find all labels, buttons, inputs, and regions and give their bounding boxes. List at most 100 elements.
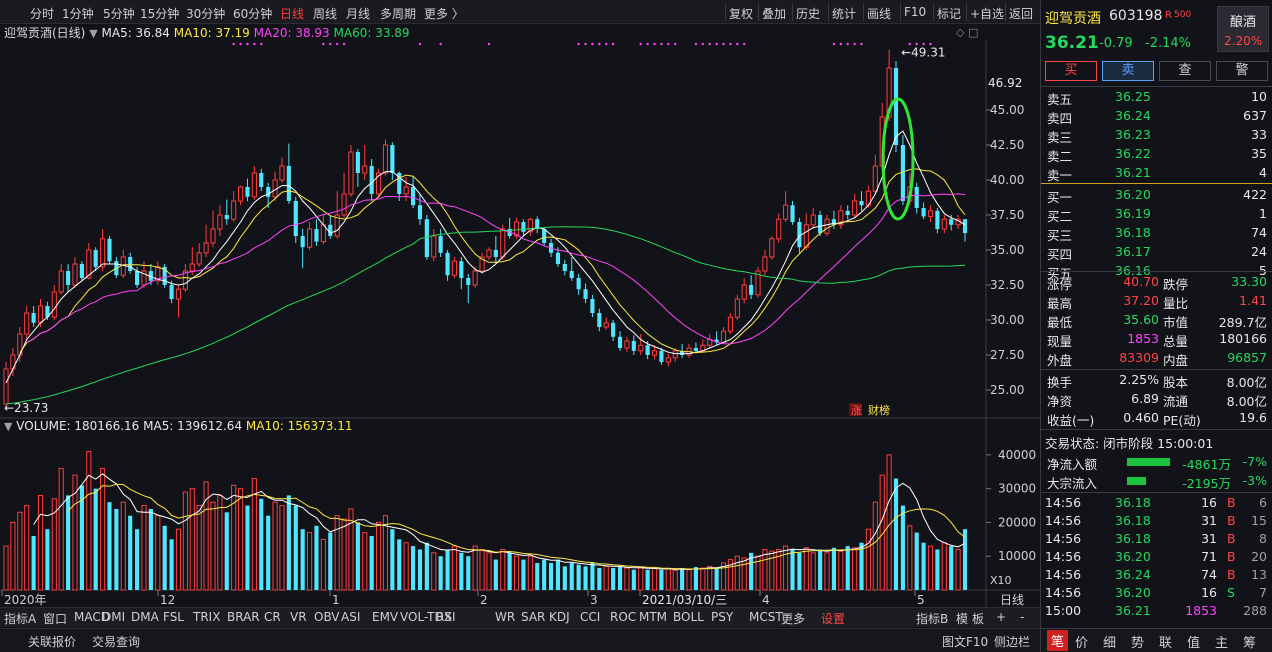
indicator-item-24[interactable]: 设置: [821, 612, 846, 626]
volume-bar-up: [217, 494, 223, 591]
chart-options-icon[interactable]: ◇ □: [956, 26, 979, 39]
indicator-right-0[interactable]: 指标B: [916, 612, 949, 626]
trade-query-button[interactable]: 交易查询: [92, 635, 141, 649]
event-marker: [708, 42, 711, 46]
candle-body-up: [624, 340, 630, 349]
indicator-right-3[interactable]: +: [996, 610, 1007, 624]
query-button[interactable]: 查: [1159, 61, 1211, 81]
candle-body-up: [155, 266, 161, 282]
indicator-item-6[interactable]: BRAR: [227, 610, 260, 624]
indicator-item-19[interactable]: MTM: [639, 610, 668, 624]
panel-tab-7[interactable]: 筹: [1243, 636, 1257, 651]
tick-volume: 31: [1201, 513, 1217, 528]
candle-body-up: [810, 214, 816, 226]
volume-bar-down: [962, 529, 968, 590]
period-tab-6[interactable]: 日线: [280, 7, 305, 21]
volume-ma5-label: MA5: 139612.64: [143, 419, 243, 433]
period-tab-9[interactable]: 多周期: [380, 7, 417, 21]
volume-bar-down: [314, 525, 319, 590]
volume-bar-up: [10, 521, 16, 591]
panel-tab-6[interactable]: 主: [1215, 636, 1229, 651]
indicator-tab-a[interactable]: 指标A: [4, 612, 37, 626]
period-tab-10[interactable]: 更多 〉: [424, 7, 464, 21]
indicator-item-13[interactable]: RSI: [436, 610, 456, 624]
candle-body-up: [86, 249, 92, 279]
indicator-item-12[interactable]: VOL-TDX: [400, 610, 452, 624]
toolbar-btn-0[interactable]: 复权: [729, 7, 754, 21]
event-marker: [239, 42, 242, 46]
volume-settings-icon[interactable]: ▼: [4, 420, 13, 433]
toolbar-btn-7[interactable]: +自选: [970, 7, 1005, 21]
indicator-item-0[interactable]: 窗口: [43, 612, 68, 626]
sidebar-button[interactable]: 侧边栏: [994, 635, 1031, 649]
panel-tab-5[interactable]: 值: [1187, 636, 1201, 651]
related-quotes-button[interactable]: 关联报价: [28, 635, 77, 649]
period-tab-4[interactable]: 30分钟: [186, 7, 226, 21]
panel-tab-2[interactable]: 细: [1103, 636, 1117, 651]
kline-chart[interactable]: 45.00 42.50 40.00 37.50 35.00 32.50 30.00 27.50…: [0, 24, 1040, 607]
settings-icon[interactable]: ▼: [89, 27, 98, 40]
candle-body-down: [693, 348, 698, 351]
event-marker: [722, 42, 725, 46]
period-tab-5[interactable]: 60分钟: [233, 7, 273, 21]
period-tab-2[interactable]: 5分钟: [103, 7, 135, 21]
stat-key: 量比: [1163, 296, 1189, 311]
panel-tab-1[interactable]: 价: [1075, 636, 1089, 651]
panel-tab-4[interactable]: 联: [1159, 636, 1173, 651]
indicator-item-16[interactable]: KDJ: [549, 610, 570, 624]
indicator-item-18[interactable]: ROC: [610, 610, 637, 624]
volume-bar-down: [31, 535, 36, 590]
stock-tag: R: [1165, 10, 1172, 21]
indicator-item-17[interactable]: CCI: [580, 610, 601, 624]
sector-box[interactable]: [1217, 6, 1269, 52]
toolbar-btn-8[interactable]: 返回: [1009, 7, 1034, 21]
fund-key: 收益(一): [1047, 413, 1095, 428]
indicator-right-2[interactable]: 板: [972, 612, 985, 626]
candle-body-up: [479, 256, 485, 272]
candle-body-up: [24, 312, 30, 335]
indicator-item-15[interactable]: SAR: [521, 610, 546, 624]
period-tab-3[interactable]: 15分钟: [140, 7, 180, 21]
volume-bar-down: [507, 552, 512, 590]
tick-price: 36.24: [1115, 567, 1151, 582]
indicator-item-10[interactable]: ASI: [341, 610, 361, 624]
alert-button[interactable]: 警: [1216, 61, 1268, 81]
period-tab-8[interactable]: 月线: [346, 7, 371, 21]
period-tab-0[interactable]: 分时: [30, 7, 55, 21]
indicator-item-7[interactable]: CR: [264, 610, 281, 624]
indicator-item-20[interactable]: BOLL: [673, 610, 704, 624]
indicator-right-1[interactable]: 模: [956, 612, 969, 626]
toolbar-btn-3[interactable]: 统计: [832, 7, 857, 21]
sell-button[interactable]: 卖: [1102, 61, 1154, 81]
indicator-item-2[interactable]: DMI: [102, 610, 126, 624]
panel-tab-3[interactable]: 势: [1131, 636, 1145, 651]
candle-body-up: [838, 210, 844, 226]
indicator-item-4[interactable]: FSL: [163, 610, 184, 624]
indicator-item-8[interactable]: VR: [290, 610, 307, 624]
indicator-item-23[interactable]: 更多: [781, 612, 806, 626]
f10-button[interactable]: 图文F10: [942, 635, 989, 649]
volume-bar-up: [403, 542, 409, 591]
indicator-item-1[interactable]: MACD: [74, 610, 110, 624]
indicator-item-3[interactable]: DMA: [131, 610, 159, 624]
toolbar-btn-5[interactable]: F10: [904, 5, 927, 19]
buy-button[interactable]: 买: [1045, 61, 1097, 81]
indicator-item-21[interactable]: PSY: [711, 610, 734, 624]
flow-pct: -7%: [1242, 454, 1267, 469]
indicator-item-22[interactable]: MCST: [749, 610, 783, 624]
toolbar-btn-6[interactable]: 标记: [937, 7, 962, 21]
toolbar-btn-2[interactable]: 历史: [796, 7, 821, 21]
toolbar-btn-1[interactable]: 叠加: [762, 7, 787, 21]
indicator-right-4[interactable]: -: [1020, 610, 1025, 624]
indicator-item-14[interactable]: WR: [495, 610, 516, 624]
toolbar-btn-4[interactable]: 画线: [867, 7, 892, 21]
indicator-item-9[interactable]: OBV: [314, 610, 340, 624]
indicator-item-11[interactable]: EMV: [372, 610, 399, 624]
candle-body-down: [962, 219, 968, 234]
stat-key: 市值: [1163, 315, 1189, 330]
event-marker: [439, 42, 442, 46]
period-tab-7[interactable]: 周线: [313, 7, 338, 21]
period-tab-1[interactable]: 1分钟: [62, 7, 94, 21]
panel-tab-0[interactable]: 笔: [1047, 630, 1069, 651]
indicator-item-5[interactable]: TRIX: [193, 610, 221, 624]
